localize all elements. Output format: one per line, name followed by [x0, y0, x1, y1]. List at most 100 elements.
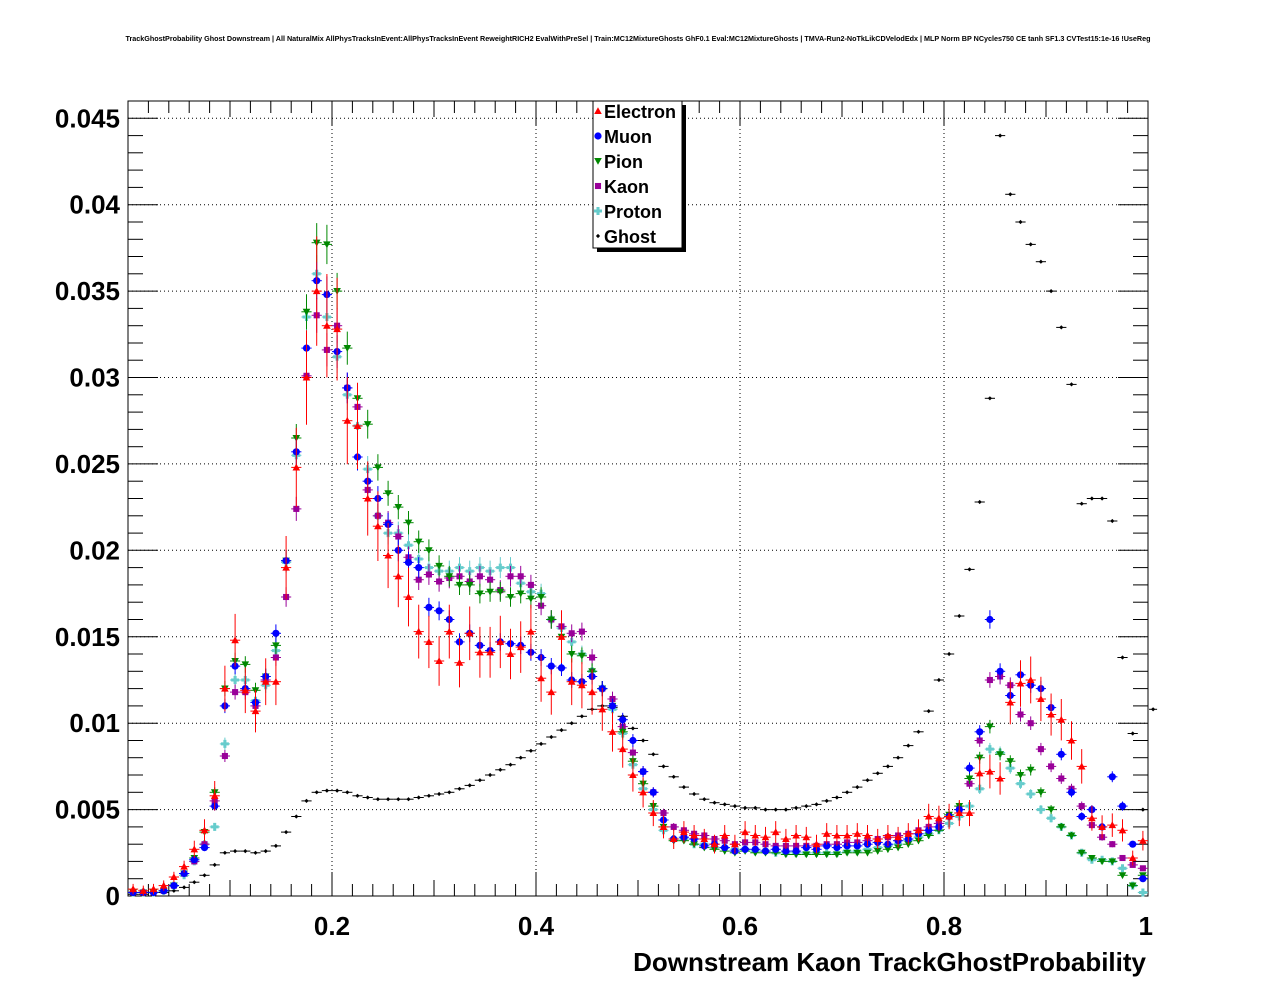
kaon-point	[986, 676, 993, 684]
muon-point	[415, 563, 423, 572]
y-tick-label: 0.015	[55, 622, 120, 652]
ghost-point	[1059, 325, 1064, 330]
ghost-point	[284, 830, 289, 835]
series-kaon	[128, 297, 1148, 896]
pion-point	[486, 588, 494, 596]
ghost-point	[702, 797, 707, 802]
ghost-point	[457, 786, 462, 791]
electron-point	[547, 688, 556, 696]
muon-point	[792, 847, 800, 855]
y-tick-label: 0.04	[69, 190, 120, 220]
pion-point	[1037, 789, 1045, 797]
ghost-point	[508, 762, 513, 767]
proton-point	[1118, 864, 1127, 873]
muon-point	[761, 847, 770, 855]
proton-point	[1047, 814, 1056, 823]
legend-label: Muon	[604, 127, 652, 147]
ghost-point	[294, 814, 299, 819]
pion-point	[455, 581, 464, 589]
electron-point	[1098, 823, 1106, 830]
pion-point	[1108, 858, 1117, 866]
x-tick-label: 0.4	[518, 911, 555, 941]
electron-point	[945, 812, 953, 820]
ghost-point	[253, 850, 258, 855]
electron-point	[1037, 695, 1045, 703]
kaon-point	[415, 576, 422, 583]
electron-point	[404, 593, 413, 601]
ghost-point	[171, 888, 176, 893]
kaon-point	[1139, 865, 1146, 872]
muon-point	[833, 843, 841, 852]
muon-point	[547, 662, 555, 670]
muon-point	[1139, 875, 1147, 883]
ghost-point	[896, 755, 901, 760]
legend-box	[592, 100, 683, 249]
electron-point	[1067, 736, 1076, 744]
electron-point	[843, 831, 851, 839]
series-pion	[128, 223, 1148, 897]
ghost-point	[947, 651, 952, 657]
ghost-point	[1038, 259, 1043, 264]
electron-point	[282, 563, 290, 571]
kaon-point	[1027, 720, 1034, 727]
ghost-point	[722, 802, 727, 807]
electron-point	[965, 809, 974, 817]
electron-point	[353, 422, 362, 429]
electron-point	[476, 648, 484, 656]
ghost-point	[1079, 501, 1084, 506]
kaon-point	[221, 752, 228, 760]
ghost-point	[1120, 655, 1125, 660]
series-ghost	[128, 133, 1148, 897]
electron-point	[363, 494, 372, 502]
ghost-point	[539, 741, 544, 746]
kaon-point	[507, 573, 514, 580]
electron-point	[751, 831, 760, 839]
pion-point	[996, 751, 1004, 759]
ghost-point	[477, 778, 482, 783]
pion-point	[374, 464, 382, 472]
electron-point	[996, 774, 1004, 782]
ghost-point	[1130, 731, 1135, 736]
electron-point	[567, 677, 576, 685]
electron-point	[159, 881, 168, 889]
ghost-point	[304, 798, 309, 803]
ghost-point	[1140, 807, 1145, 812]
ghost-point	[579, 714, 584, 719]
ghost-point	[375, 797, 380, 802]
legend-electron-marker	[594, 107, 602, 115]
electron-point	[180, 862, 188, 870]
electron-point	[557, 633, 566, 640]
pion-point	[537, 593, 545, 601]
proton-point	[1016, 779, 1025, 788]
electron-point	[445, 627, 454, 635]
electron-point	[761, 833, 770, 841]
proton-point	[404, 541, 413, 550]
ghost-point	[212, 862, 217, 867]
ghost-point	[906, 743, 911, 748]
ghost-point	[386, 797, 391, 802]
ghost-point	[651, 752, 656, 757]
ghost-point	[712, 800, 717, 805]
ghost-point	[345, 790, 350, 795]
muon-point	[1129, 840, 1137, 848]
electron-point	[139, 887, 148, 894]
electron-point	[200, 826, 209, 834]
electron-point	[129, 885, 137, 893]
pion-point	[404, 519, 413, 527]
pion-point	[1047, 806, 1055, 814]
legend-pion-marker	[594, 157, 602, 165]
muon-point	[976, 728, 984, 736]
pion-point	[1088, 854, 1096, 862]
ghost-point	[447, 790, 452, 795]
muon-point	[741, 845, 749, 853]
muon-point	[1067, 788, 1076, 796]
ghost-point	[559, 728, 564, 733]
kaon-point	[1109, 841, 1116, 848]
y-tick-label: 0.005	[55, 795, 120, 825]
pion-point	[1077, 849, 1086, 857]
muon-point	[425, 603, 433, 612]
electron-point	[873, 835, 882, 843]
electron-point	[292, 463, 301, 471]
electron-point	[1128, 854, 1137, 862]
